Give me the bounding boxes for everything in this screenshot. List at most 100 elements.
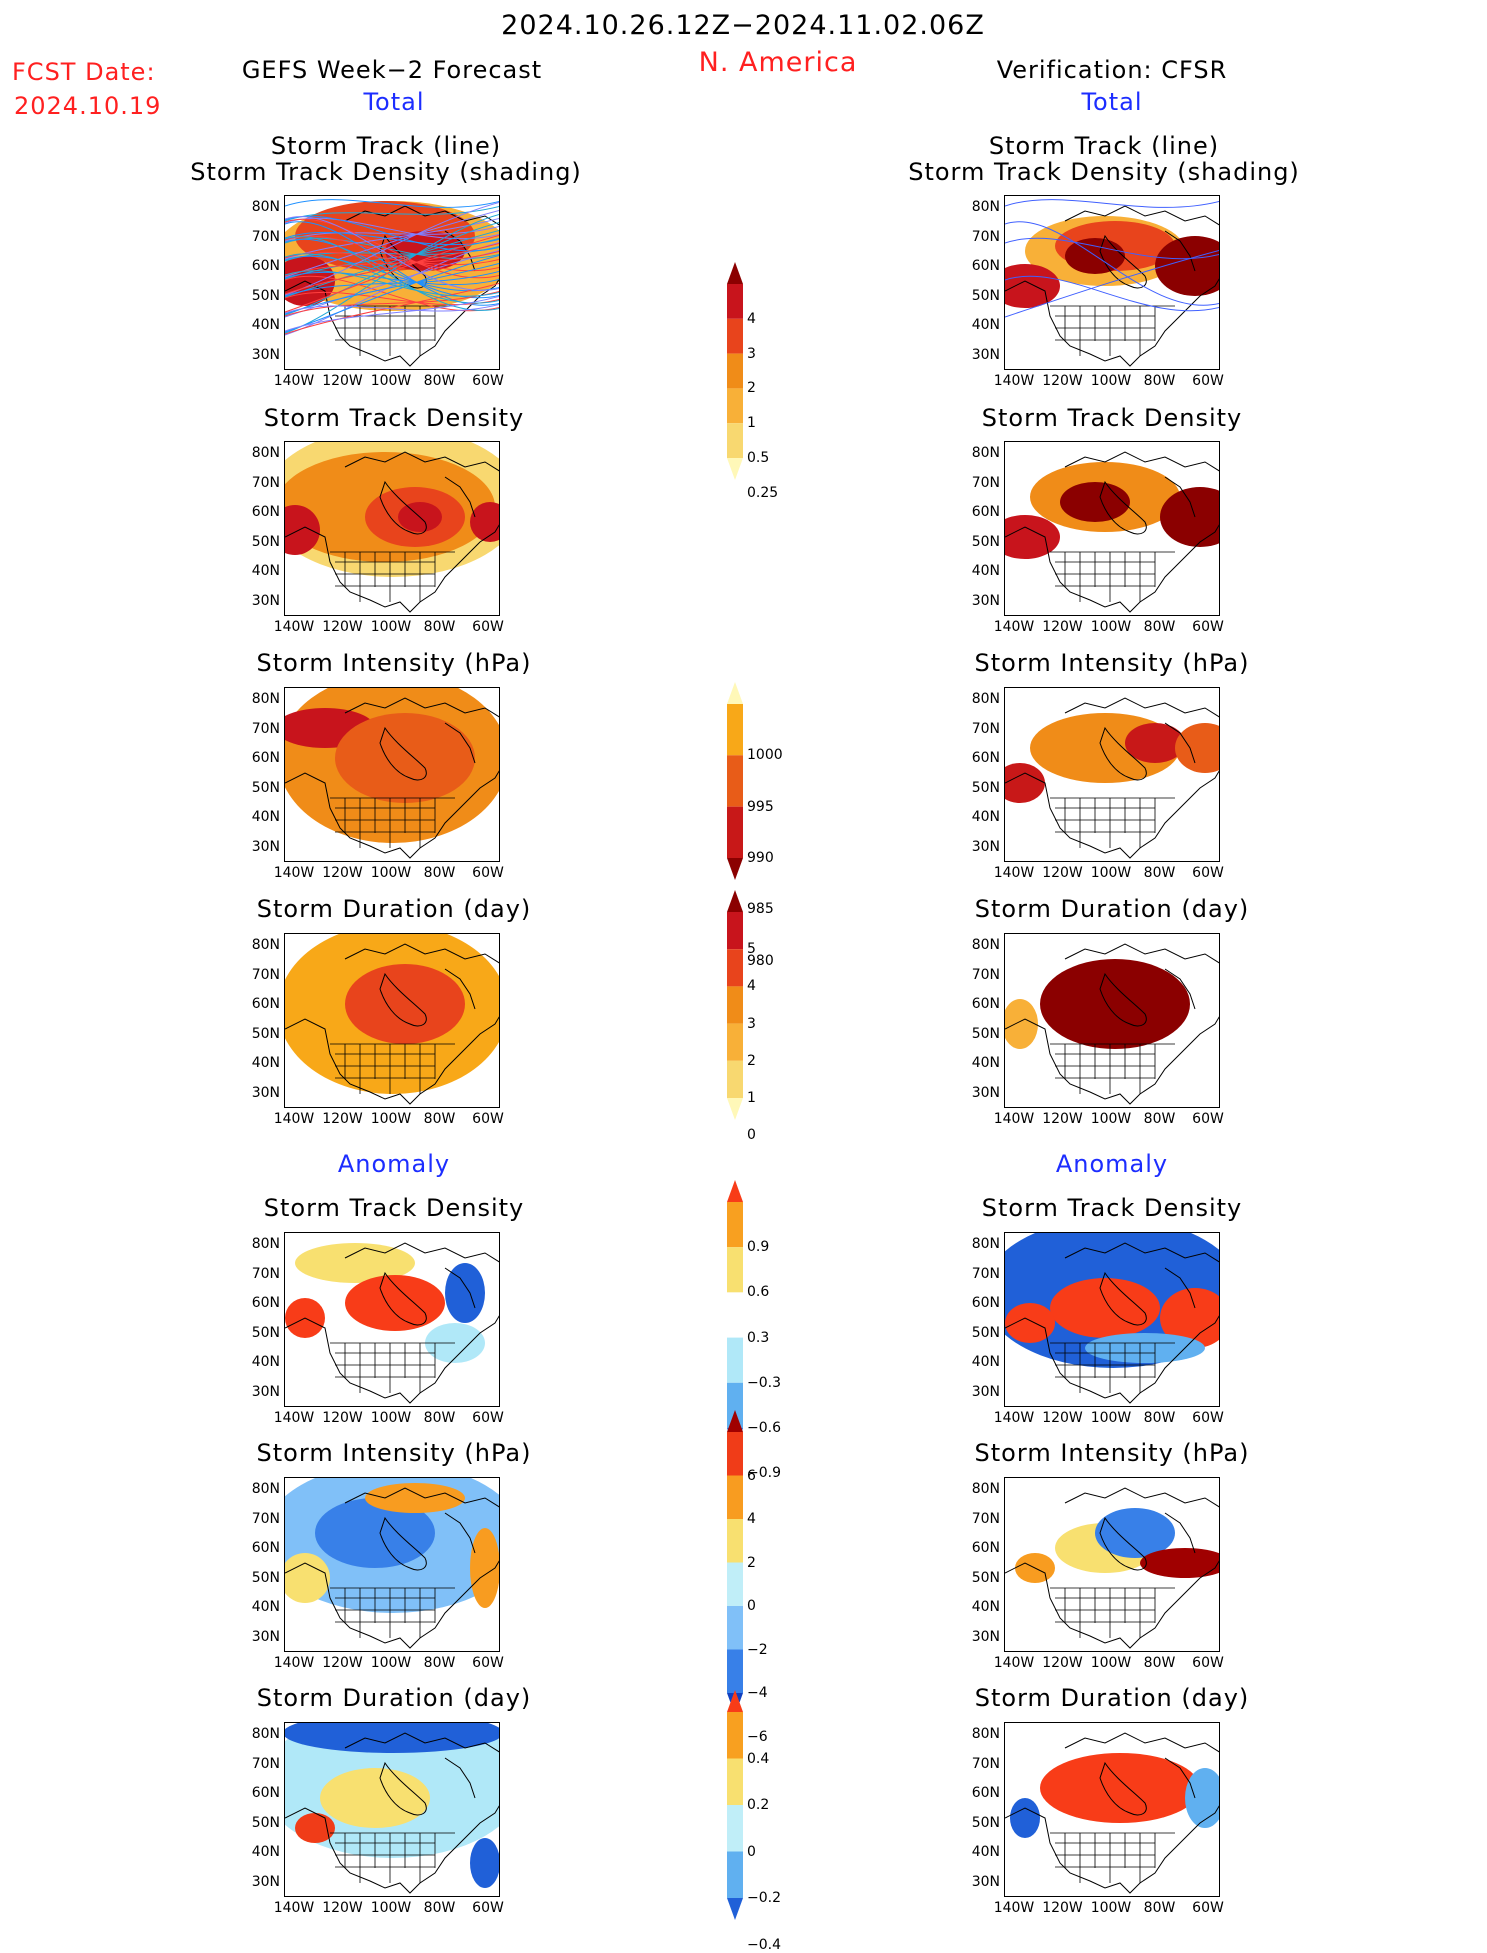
map-panel [284, 195, 500, 370]
longitude-label: 60W [472, 1900, 504, 1916]
colorbar-segment [727, 949, 743, 987]
coastline [1005, 943, 1219, 1105]
state-borders [1050, 1832, 1175, 1883]
latitude-label: 50N [251, 1025, 280, 1042]
storm-track-line [285, 217, 499, 240]
longitude-label: 140W [273, 373, 315, 389]
colorbar-label: 985 [747, 901, 774, 918]
colorbar-segment [727, 1202, 743, 1248]
state-borders [330, 551, 455, 602]
storm-track-line [1005, 221, 1219, 306]
longitude-label: 120W [1042, 1655, 1083, 1671]
storm-track-line [285, 295, 499, 332]
latitude-label: 70N [971, 228, 1000, 245]
map-panel [284, 1722, 500, 1897]
shading-region [285, 1553, 330, 1603]
colorbar-label: 0 [747, 1843, 756, 1860]
latitude-label: 70N [251, 966, 280, 983]
longitude-label: 140W [273, 865, 315, 881]
colorbar-label: 1 [747, 1090, 756, 1106]
shading-region [1140, 1548, 1219, 1578]
latitude-label: 80N [251, 1481, 280, 1497]
latitude-label: 70N [251, 1265, 280, 1282]
longitude-label: 140W [993, 1655, 1035, 1671]
coastline [285, 1242, 499, 1404]
colorbar-segment [727, 353, 743, 389]
colorbar-label: 980 [747, 952, 774, 969]
shading-region [1040, 959, 1190, 1049]
shading-region [315, 1498, 435, 1568]
latitude-label: 70N [971, 1265, 1000, 1282]
shading-region [1185, 1768, 1219, 1828]
latitude-label: 60N [971, 1785, 1000, 1801]
longitude-label: 120W [322, 1655, 363, 1671]
latitude-label: 60N [251, 1785, 280, 1801]
shading-region [285, 1723, 499, 1753]
state-borders [330, 305, 455, 356]
colorbar [727, 682, 743, 880]
map-panel [1004, 687, 1220, 862]
longitude-label: 80W [423, 1410, 456, 1426]
colorbar-label: 4 [747, 310, 756, 327]
shading-region [1005, 763, 1045, 803]
colorbar-segment [727, 890, 743, 912]
storm-track-line [285, 231, 499, 246]
colorbar-segment [727, 806, 743, 858]
latitude-label: 50N [251, 1569, 280, 1586]
map-panel [1004, 441, 1220, 616]
colorbar-label: 1000 [747, 747, 783, 764]
latitude-label: 80N [971, 199, 1000, 215]
latitude-label: 40N [971, 1844, 1000, 1860]
shading-region [470, 1838, 499, 1888]
latitude-label: 40N [971, 563, 1000, 579]
state-borders [1050, 305, 1175, 356]
colorbar-segment [727, 682, 743, 704]
shading-region [1040, 1753, 1200, 1823]
longitude-label: 120W [1042, 865, 1083, 881]
state-borders [1050, 551, 1175, 602]
shading-region [1050, 1278, 1160, 1338]
coastline [1005, 697, 1219, 859]
latitude-label: 30N [251, 1084, 280, 1101]
storm-track-line [285, 262, 499, 315]
panel-title-intensity-anom-right: Storm Intensity (hPa) [974, 1439, 1250, 1467]
longitude-label: 80W [423, 1900, 456, 1916]
latitude-label: 40N [971, 317, 1000, 333]
latitude-label: 70N [971, 1510, 1000, 1527]
map-panel [284, 1232, 500, 1407]
longitude-label: 100W [370, 1410, 412, 1426]
latitude-label: 50N [251, 533, 280, 550]
latitude-label: 40N [251, 1599, 280, 1615]
latitude-label: 60N [971, 750, 1000, 766]
latitude-label: 70N [971, 1755, 1000, 1772]
colorbar-label: 0.9 [747, 1239, 770, 1256]
latitude-label: 60N [971, 1295, 1000, 1311]
coastline [285, 943, 499, 1105]
colorbar-label: 995 [747, 798, 774, 815]
longitude-label: 120W [322, 373, 363, 389]
latitude-label: 30N [971, 838, 1000, 855]
panel-title-track-line-left: Storm Track (line) [270, 132, 502, 160]
latitude-label: 40N [971, 809, 1000, 825]
longitude-label: 80W [1143, 1900, 1176, 1916]
longitude-label: 140W [993, 619, 1035, 635]
latitude-label: 70N [251, 228, 280, 245]
longitude-label: 140W [273, 619, 315, 635]
storm-track-line [285, 290, 499, 317]
latitude-label: 30N [251, 1383, 280, 1400]
shading-region [1175, 723, 1219, 773]
panel-title-density-left: Storm Track Density [263, 404, 525, 432]
latitude-label: 60N [251, 996, 280, 1012]
colorbar [727, 262, 743, 480]
latitude-label: 30N [251, 592, 280, 609]
latitude-label: 80N [971, 1726, 1000, 1742]
longitude-label: 100W [1090, 619, 1132, 635]
latitude-label: 50N [971, 779, 1000, 796]
longitude-label: 100W [370, 619, 412, 635]
latitude-label: 70N [971, 966, 1000, 983]
storm-track-line [1005, 199, 1219, 208]
map-panel [1004, 933, 1220, 1108]
shading-region [470, 502, 499, 542]
shading-region [1005, 1303, 1055, 1343]
state-borders [1050, 1342, 1175, 1393]
